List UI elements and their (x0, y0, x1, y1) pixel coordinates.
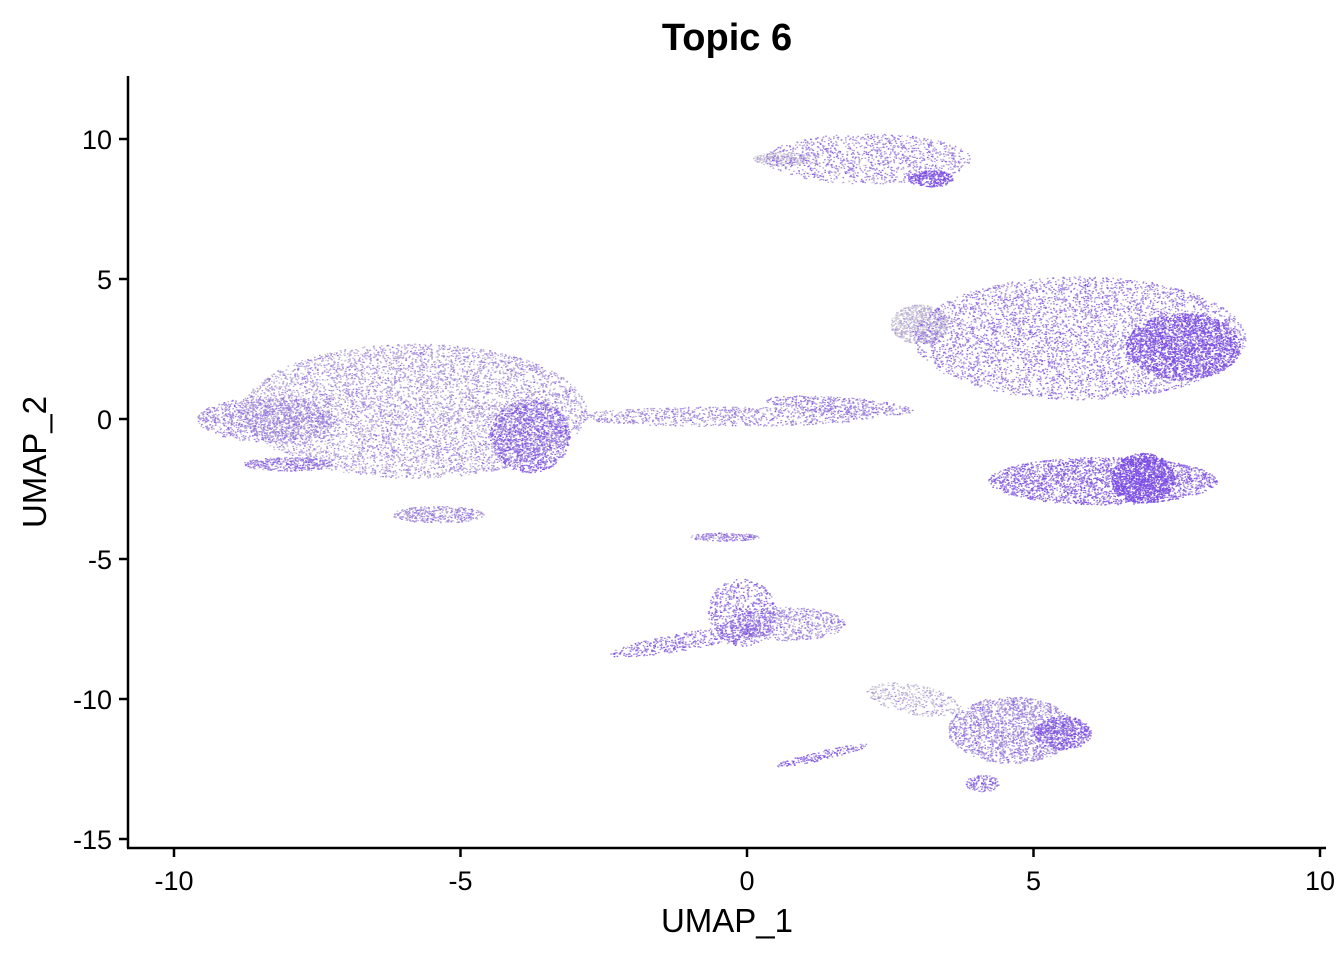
y-tick-label: 5 (97, 265, 112, 295)
y-tick-label: -15 (73, 825, 112, 855)
chart-title: Topic 6 (662, 17, 792, 59)
x-axis-title: UMAP_1 (661, 902, 793, 939)
scatter-points (197, 133, 1247, 793)
x-tick-label: -10 (154, 866, 193, 896)
x-tick-label: 5 (1026, 866, 1041, 896)
y-tick-label: -10 (73, 685, 112, 715)
x-tick-label: -5 (448, 866, 472, 896)
point-group (198, 134, 1247, 793)
y-axis-title: UMAP_2 (16, 396, 53, 528)
y-tick-label: 0 (97, 405, 112, 435)
x-tick-label: 10 (1305, 866, 1335, 896)
y-tick-label: 10 (82, 125, 112, 155)
point-group (202, 135, 1241, 792)
y-axis-ticks: 10 5 0 -5 -10 -15 (73, 125, 128, 855)
x-axis-ticks: -10 -5 0 5 10 (154, 848, 1335, 896)
y-tick-label: -5 (88, 545, 112, 575)
x-tick-label: 0 (739, 866, 754, 896)
point-group (206, 135, 1245, 789)
point-group (202, 134, 1240, 791)
point-group (212, 139, 1180, 765)
